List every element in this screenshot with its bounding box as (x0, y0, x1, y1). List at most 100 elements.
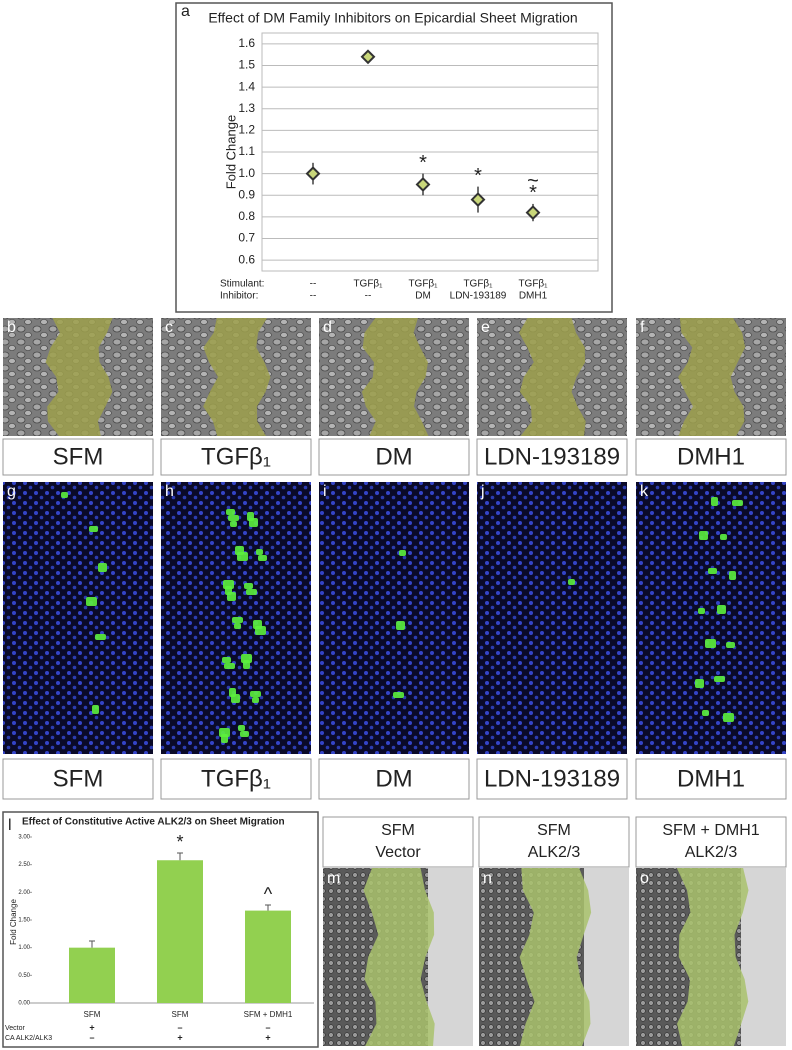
caption: DM (375, 765, 412, 792)
caption-box (635, 816, 787, 868)
migrated-cell (246, 589, 257, 595)
migrated-cell (235, 546, 244, 555)
y-tick-label: 1.0 (238, 166, 255, 180)
caption: LDN-193189 (484, 443, 620, 470)
migrated-cell (729, 571, 736, 580)
y-tick-label: 2.50 (18, 862, 30, 868)
migrated-cell (258, 555, 267, 561)
panel-letter: o (640, 870, 649, 887)
panel-letter: h (165, 483, 174, 500)
migrated-cell (702, 710, 709, 716)
caption: TGFβ₁ (201, 443, 271, 470)
row-label: Inhibitor: (220, 291, 258, 302)
migrated-cell (396, 621, 405, 630)
caption: DMH1 (677, 443, 745, 470)
y-tick-label: 3.00 (18, 835, 30, 841)
migrated-cell (253, 620, 262, 629)
migrated-cell (695, 679, 704, 688)
migrated-cell (95, 634, 106, 640)
x-tick-label: TGFβ₁ (518, 279, 548, 290)
y-tick-label: 1.4 (238, 79, 255, 93)
migrated-cell (399, 550, 406, 556)
caption-box (478, 816, 630, 868)
y-tick-label: 0.7 (238, 231, 255, 245)
x-tick-label: -- (310, 279, 317, 290)
caption: Vector (375, 844, 421, 861)
caption: SFM + DMH1 (662, 822, 759, 839)
x-tick-label: TGFβ₁ (408, 279, 438, 290)
caption: TGFβ₁ (201, 765, 271, 792)
annotation: * (419, 152, 427, 174)
caption: SFM (381, 822, 415, 839)
row-value: – (177, 1022, 182, 1032)
migrated-cell (240, 731, 249, 737)
caption-box (2, 438, 154, 476)
y-tick-label: 1.5 (238, 58, 255, 72)
error-bar (177, 852, 183, 861)
y-tick-label: 0.00 (18, 1001, 30, 1007)
caption-box (635, 758, 787, 800)
y-tick-label: 1.00 (18, 945, 30, 951)
caption: LDN-193189 (484, 765, 620, 792)
annotation: * (474, 165, 482, 187)
caption-box (318, 758, 470, 800)
y-tick-label: 0.50 (18, 973, 30, 979)
panel-letter: k (640, 483, 649, 500)
wound-region (361, 318, 429, 436)
caption-box (476, 758, 628, 800)
fluorescence-image (477, 482, 627, 754)
x-tick-label: DM (415, 291, 431, 302)
y-tick-label: 1.1 (238, 144, 255, 158)
caption-box (635, 438, 787, 476)
y-tick-label: 1.3 (238, 101, 255, 115)
migrated-cell (226, 509, 235, 515)
point (305, 166, 321, 182)
caption: DMH1 (677, 765, 745, 792)
x-tick-label: DMH1 (519, 291, 548, 302)
wound-region (519, 318, 586, 436)
x-tick-label: SFM (172, 1010, 189, 1019)
migrated-cell (219, 728, 230, 737)
migrated-cell (86, 597, 97, 606)
row-value: – (265, 1022, 270, 1032)
x-tick-label: SFM + DMH1 (244, 1010, 293, 1019)
panel-letter: n (483, 870, 492, 887)
bar (157, 860, 203, 1003)
panel-letter: e (481, 319, 490, 336)
migrated-cell (732, 500, 743, 506)
panel-letter: c (165, 319, 173, 336)
point (415, 177, 431, 192)
panel-letter: m (327, 870, 340, 887)
row-value: + (265, 1032, 270, 1042)
migrated-cell (98, 563, 107, 572)
row-value: + (89, 1022, 94, 1032)
wound-region (678, 318, 746, 436)
migrated-cell (89, 526, 98, 532)
y-tick-label: 1.6 (238, 36, 255, 50)
x-tick-label: LDN-193189 (450, 291, 507, 302)
migrated-cell (711, 497, 718, 506)
migrated-cell (720, 534, 727, 540)
wound-region (203, 318, 271, 436)
panel-letter: j (480, 483, 485, 500)
annotation: ^ (264, 884, 273, 904)
panel-letter: i (323, 483, 327, 500)
bar (69, 947, 115, 1003)
panel-letter: a (181, 3, 190, 20)
caption: DM (375, 443, 412, 470)
row-value: – (89, 1032, 94, 1042)
migrated-cell (708, 568, 717, 574)
row-label: CA ALK2/ALK3 (5, 1035, 52, 1042)
fluorescence-image (319, 482, 469, 754)
migrated-cell (228, 515, 239, 521)
migrated-cell (726, 642, 735, 648)
row-value: + (177, 1032, 182, 1042)
annotation: * (176, 832, 183, 852)
migrated-cell (241, 654, 252, 663)
y-tick-label: 2.00 (18, 890, 30, 896)
caption-box (318, 438, 470, 476)
cell-free-area (584, 868, 629, 1046)
migrated-cell (698, 608, 705, 614)
row-label: Vector (5, 1025, 26, 1032)
